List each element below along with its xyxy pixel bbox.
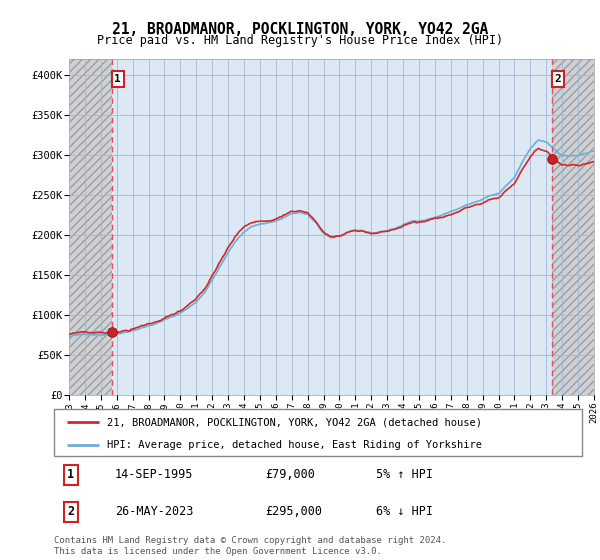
Text: 2: 2 [67, 505, 74, 519]
Text: Contains HM Land Registry data © Crown copyright and database right 2024.
This d: Contains HM Land Registry data © Crown c… [54, 536, 446, 556]
Text: Price paid vs. HM Land Registry's House Price Index (HPI): Price paid vs. HM Land Registry's House … [97, 34, 503, 46]
Text: 1: 1 [67, 468, 74, 482]
Text: £79,000: £79,000 [265, 468, 315, 482]
Text: 6% ↓ HPI: 6% ↓ HPI [376, 505, 433, 519]
Text: 26-MAY-2023: 26-MAY-2023 [115, 505, 193, 519]
Bar [552, 59, 594, 395]
Text: 14-SEP-1995: 14-SEP-1995 [115, 468, 193, 482]
Text: 21, BROADMANOR, POCKLINGTON, YORK, YO42 2GA (detached house): 21, BROADMANOR, POCKLINGTON, YORK, YO42 … [107, 417, 482, 427]
Text: £295,000: £295,000 [265, 505, 322, 519]
Text: 5% ↑ HPI: 5% ↑ HPI [376, 468, 433, 482]
Text: 1: 1 [115, 74, 121, 84]
Text: 2: 2 [554, 74, 562, 84]
FancyBboxPatch shape [54, 409, 582, 456]
Text: 21, BROADMANOR, POCKLINGTON, YORK, YO42 2GA: 21, BROADMANOR, POCKLINGTON, YORK, YO42 … [112, 22, 488, 38]
Bar [69, 59, 112, 395]
Text: HPI: Average price, detached house, East Riding of Yorkshire: HPI: Average price, detached house, East… [107, 440, 482, 450]
